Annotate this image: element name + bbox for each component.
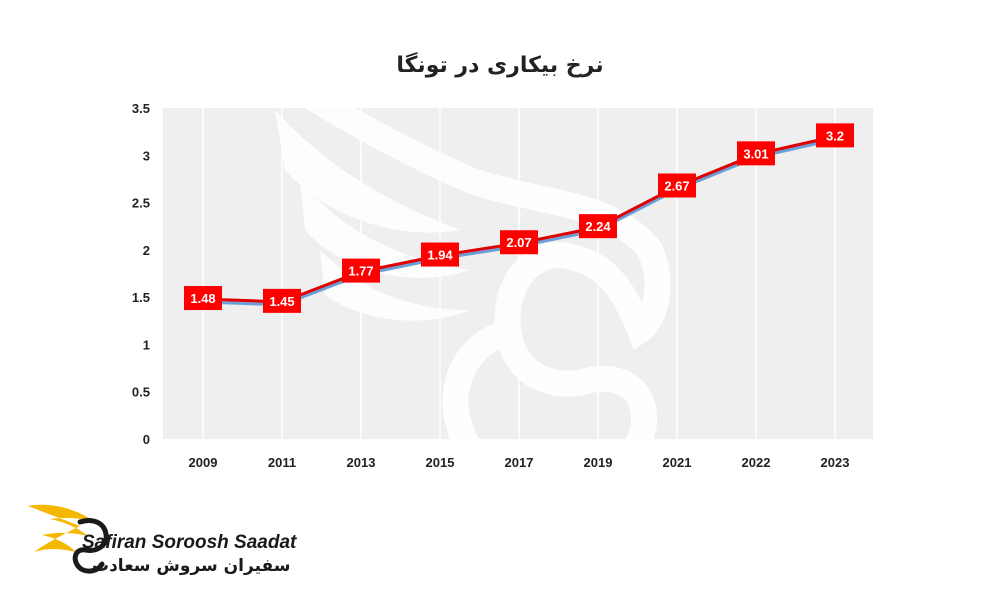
y-tick-label: 2.5 [132,196,150,211]
y-tick-label: 0 [143,432,150,447]
data-label: 1.48 [190,291,215,306]
x-axis: 2009 2011 2013 2015 2017 2019 2021 2022 2023 [189,455,850,470]
data-label-box [658,173,696,198]
data-label: 1.77 [348,264,373,279]
data-label: 2.07 [506,235,531,250]
data-label: 2.24 [585,219,611,234]
y-tick-label: 2 [143,243,150,258]
y-tick-label: 1.5 [132,290,150,305]
brand-name-en: Safiran Soroosh Saadat [82,532,297,553]
data-label: 1.45 [269,294,294,309]
x-tick-label: 2009 [189,455,218,470]
data-label-box [184,286,222,311]
data-label: 1.94 [427,248,453,263]
x-tick-label: 2021 [663,455,692,470]
data-label-box [421,242,459,267]
data-label-box [816,123,854,148]
y-tick-label: 3 [143,148,150,163]
data-label: 3.01 [743,146,768,161]
data-label-box [579,214,617,239]
y-axis: 0 0.5 1 1.5 2 2.5 3 3.5 [132,101,150,447]
data-label-box [737,141,775,166]
y-tick-label: 3.5 [132,101,150,116]
x-tick-label: 2011 [268,455,296,470]
x-tick-label: 2015 [426,455,455,470]
y-tick-label: 1 [143,337,150,352]
chart-title: نرخ بیکاری در تونگا [396,51,603,78]
data-label-box [500,230,538,255]
data-label: 3.2 [826,128,844,143]
data-label-box [263,288,301,313]
x-tick-label: 2017 [505,455,534,470]
y-tick-label: 0.5 [132,385,150,400]
grid [202,108,836,439]
data-labels: 1.48 1.45 1.77 1.94 2.07 2.24 2.67 3.01 3.2 [184,123,854,313]
x-tick-label: 2019 [584,455,613,470]
data-label-box [342,258,380,283]
x-tick-label: 2013 [347,455,376,470]
brand-logo-icon [28,504,109,574]
x-tick-label: 2022 [742,455,771,470]
x-tick-label: 2023 [821,455,850,470]
data-label: 2.67 [664,178,689,193]
brand-name-fa: سفیران سروش سعادت [92,556,291,576]
